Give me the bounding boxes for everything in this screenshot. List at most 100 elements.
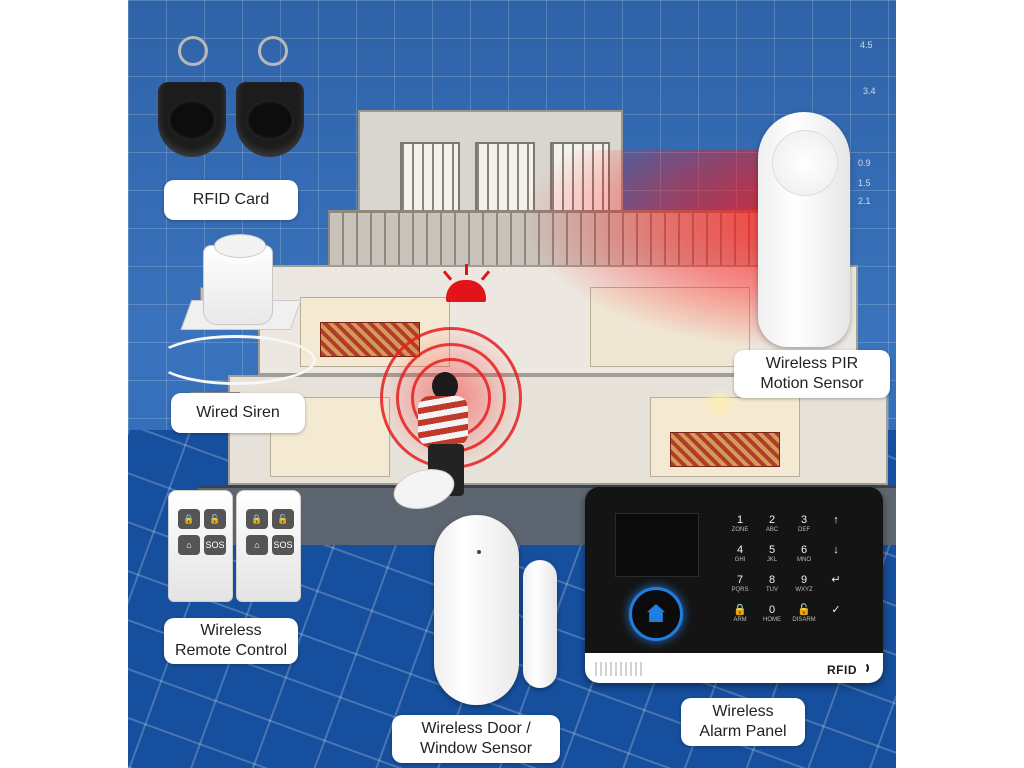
blueprint-dimension: 3.4 [863, 86, 876, 96]
rfid-fob-icon [158, 82, 226, 157]
window [475, 142, 535, 212]
key-symbol: 8 [768, 574, 776, 586]
siren-cable [156, 335, 316, 385]
key-letters: ABC [765, 527, 779, 533]
siren-icon [203, 234, 273, 325]
alarm-light-icon [446, 280, 486, 302]
keypad-key: 7 PQRS [727, 573, 753, 594]
label-alarm-panel: Wireless Alarm Panel [681, 698, 805, 746]
key-letters: JKL [766, 557, 778, 563]
key-symbol: 3 [800, 514, 808, 526]
lock-button-icon: 🔒 [178, 509, 200, 529]
unlock-button-icon: 🔓 [204, 509, 226, 529]
alarm-ray [465, 264, 468, 275]
key-letters: MNO [797, 557, 811, 563]
home-button-icon: ⌂ [178, 535, 200, 555]
keypad-key: 🔒 ARM [727, 603, 753, 624]
keypad-key: 8 TUV [759, 573, 785, 594]
key-symbol: 5 [768, 544, 776, 556]
keypad-key: 9 WXYZ [791, 573, 817, 594]
key-letters: DISARM [792, 617, 816, 623]
label-rfid-card: RFID Card [164, 180, 298, 220]
speaker-grille [595, 662, 645, 676]
pir-sensor-icon [758, 112, 850, 347]
unlock-button-icon: 🔓 [272, 509, 294, 529]
sensor-led [477, 550, 481, 554]
key-symbol: 2 [768, 514, 776, 526]
keypad-key: 4 GHI [727, 543, 753, 564]
blueprint-dimension: 4.5 [860, 40, 873, 50]
burglar-shirt [418, 396, 468, 446]
key-symbol: 9 [800, 574, 808, 586]
key-letters: DEF [798, 527, 810, 533]
label-text: Wireless Door / [421, 720, 531, 737]
label-wireless-remote: Wireless Remote Control [164, 618, 298, 664]
alarm-panel: 1 ZONE 2 ABC 3 DEF ↑ 4 GHI 5 JKL 6 MNO ↓ 7 PQRS 8 TUV 9 WXY… [585, 487, 883, 683]
sos-button: SOS [272, 535, 294, 555]
keypad-key: ↵ [823, 573, 849, 587]
key-symbol: ↵ [831, 574, 841, 586]
keyring [178, 36, 208, 66]
key-symbol: 4 [736, 544, 744, 556]
home-button-icon: ⌂ [246, 535, 268, 555]
key-symbol: 0 [768, 604, 776, 616]
key-letters: ZONE [731, 527, 749, 533]
window [400, 142, 460, 212]
remote-control-icon: 🔒 🔓 ⌂ SOS [168, 490, 233, 602]
key-symbol: 🔓 [797, 604, 811, 616]
key-symbol: 🔒 [733, 604, 747, 616]
rfid-waves-icon [859, 662, 869, 674]
keypad-key: 5 JKL [759, 543, 785, 564]
blueprint-dimension: 1.5 [858, 178, 871, 188]
ground-floor [190, 375, 888, 485]
label-wired-siren: Wired Siren [171, 393, 305, 433]
blueprint-dimension: 0.9 [858, 158, 871, 168]
key-letters: HOME [763, 617, 781, 623]
sos-button: SOS [204, 535, 226, 555]
door-magnet-icon [523, 560, 557, 688]
ceiling-light [700, 389, 740, 417]
key-letters: GHI [734, 557, 746, 563]
label-text: Wireless PIR [765, 355, 859, 372]
rfid-logo: RFID [827, 663, 857, 677]
label-text: RFID Card [192, 191, 270, 208]
product-image: 4.5 3.4 0.9 1.5 2.1 [128, 0, 896, 768]
key-letters: WXYZ [795, 587, 813, 593]
keypad-key: ↑ [823, 513, 849, 527]
door-sensor-icon [434, 515, 519, 705]
keyring [258, 36, 288, 66]
remote-control-icon: 🔒 🔓 ⌂ SOS [236, 490, 301, 602]
key-letters: PQRS [731, 587, 749, 593]
label-text: Wireless [712, 703, 774, 720]
label-wireless-pir: Wireless PIR Motion Sensor [734, 350, 890, 398]
burglar-head [432, 372, 458, 400]
keypad-key: ✓ [823, 603, 849, 617]
rfid-fob-icon [236, 82, 304, 157]
key-symbol: 7 [736, 574, 744, 586]
keypad-key: 1 ZONE [727, 513, 753, 534]
label-text: Wireless [200, 622, 262, 639]
key-symbol: ↑ [833, 514, 839, 526]
label-text: Motion Sensor [760, 375, 864, 392]
key-symbol: ↓ [833, 544, 839, 556]
label-text: Window Sensor [419, 740, 533, 757]
panel-screen [615, 513, 699, 577]
keypad-key: 0 HOME [759, 603, 785, 624]
panel-base: RFID [585, 653, 883, 683]
keypad-key: ↓ [823, 543, 849, 557]
key-letters: TUV [766, 587, 778, 593]
keypad-key: 3 DEF [791, 513, 817, 534]
key-symbol: ✓ [831, 604, 841, 616]
label-text: Remote Control [174, 642, 288, 659]
key-letters: ARM [733, 617, 747, 623]
label-text: Wired Siren [196, 404, 280, 421]
home-icon [629, 587, 683, 641]
key-symbol: 1 [736, 514, 744, 526]
keypad-key: 2 ABC [759, 513, 785, 534]
label-text: Alarm Panel [699, 723, 787, 740]
keypad-key: 6 MNO [791, 543, 817, 564]
label-door-sensor: Wireless Door / Window Sensor [392, 715, 560, 763]
living-rug [670, 432, 780, 467]
key-symbol: 6 [800, 544, 808, 556]
lock-button-icon: 🔒 [246, 509, 268, 529]
